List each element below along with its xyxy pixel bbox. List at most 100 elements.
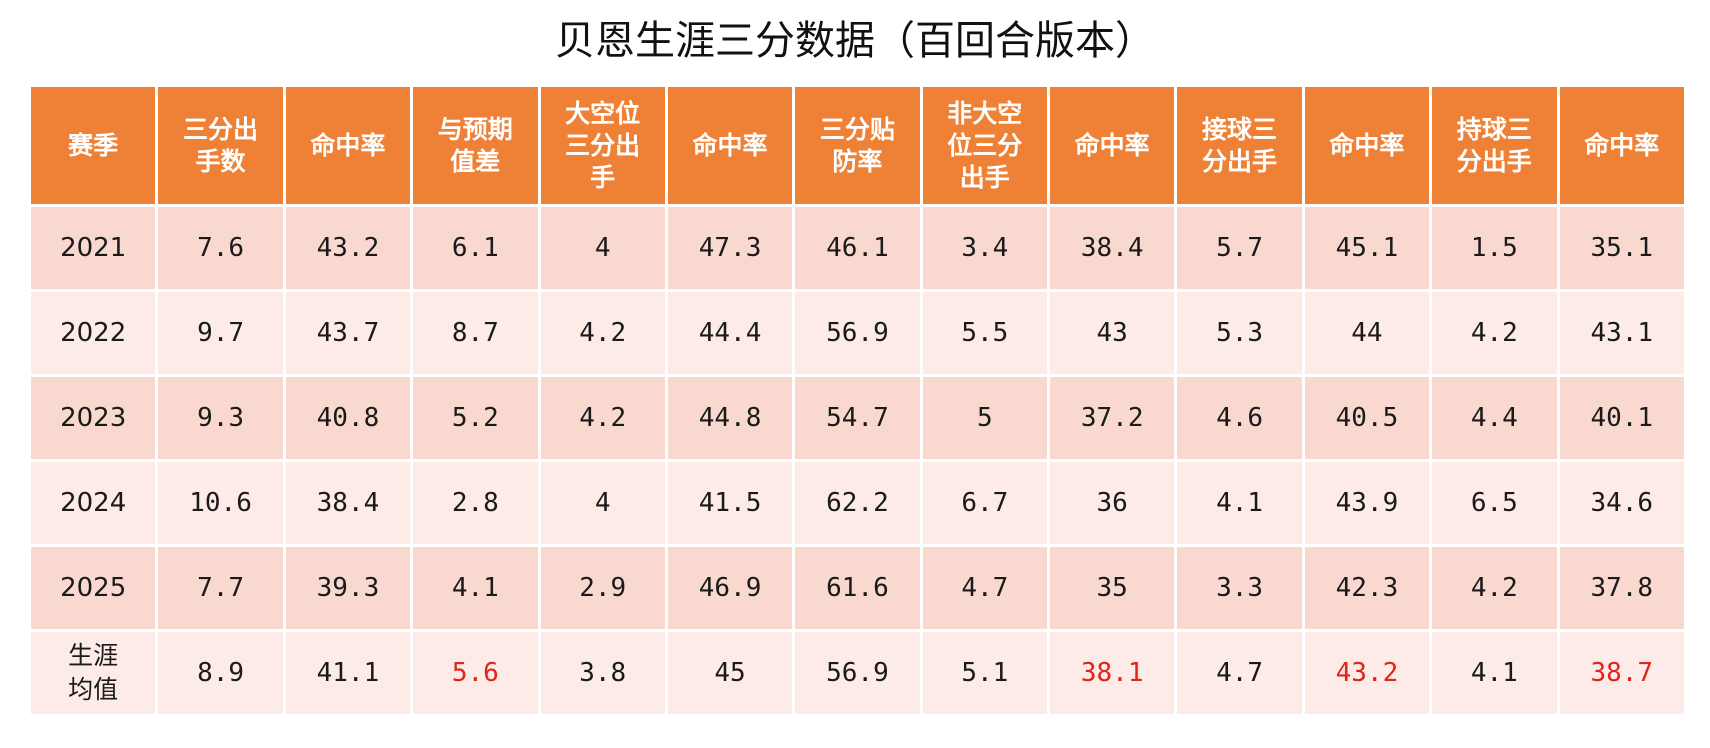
table-cell: 6.7 xyxy=(922,462,1047,544)
table-cell: 4 xyxy=(540,207,665,289)
header-season: 赛季 xyxy=(31,87,156,204)
table-cell: 40.5 xyxy=(1304,377,1430,459)
table-cell: 44.8 xyxy=(667,377,793,459)
table-cell: 43.9 xyxy=(1304,462,1430,544)
table-cell: 56.9 xyxy=(795,632,920,714)
table-cell: 45 xyxy=(667,632,793,714)
table-cell: 34.6 xyxy=(1559,462,1684,544)
table-cell: 46.9 xyxy=(667,547,793,629)
table-cell: 5 xyxy=(922,377,1047,459)
header-non-wide-open-3pa: 非大空 位三分 出手 xyxy=(922,87,1047,204)
table-cell: 42.3 xyxy=(1304,547,1430,629)
table-body: 2021 7.6 43.2 6.1 4 47.3 46.1 3.4 38.4 5… xyxy=(31,207,1684,714)
header-pull-up-pct: 命中率 xyxy=(1559,87,1684,204)
table-cell: 43.2 xyxy=(285,207,411,289)
table-cell: 54.7 xyxy=(795,377,920,459)
table-cell: 5.7 xyxy=(1177,207,1302,289)
table-row: 2022 9.7 43.7 8.7 4.2 44.4 56.9 5.5 43 5… xyxy=(31,292,1684,374)
table-cell: 47.3 xyxy=(667,207,793,289)
table-cell: 4.2 xyxy=(1432,292,1557,374)
table-cell: 4 xyxy=(540,462,665,544)
table-cell: 3.3 xyxy=(1177,547,1302,629)
table-cell: 4.1 xyxy=(413,547,538,629)
highlighted-cell: 38.1 xyxy=(1050,632,1175,714)
table-cell: 4.7 xyxy=(1177,632,1302,714)
table-row: 2023 9.3 40.8 5.2 4.2 44.8 54.7 5 37.2 4… xyxy=(31,377,1684,459)
table-cell: 10.6 xyxy=(158,462,283,544)
table-row: 2024 10.6 38.4 2.8 4 41.5 62.2 6.7 36 4.… xyxy=(31,462,1684,544)
table-cell: 7.7 xyxy=(158,547,283,629)
table-cell: 38.4 xyxy=(285,462,411,544)
season-cell: 2023 xyxy=(31,377,156,459)
header-wide-open-3pa: 大空位 三分出 手 xyxy=(540,87,665,204)
season-cell: 2025 xyxy=(31,547,156,629)
table-cell: 4.1 xyxy=(1177,462,1302,544)
table-cell: 41.1 xyxy=(285,632,411,714)
career-three-point-table: 赛季 三分出 手数 命中率 与预期 值差 大空位 三分出 手 命中率 三分贴 防… xyxy=(28,84,1687,717)
header-non-wide-open-pct: 命中率 xyxy=(1050,87,1175,204)
header-vs-expected: 与预期 值差 xyxy=(413,87,538,204)
table-cell: 7.6 xyxy=(158,207,283,289)
table-cell: 61.6 xyxy=(795,547,920,629)
table-cell: 4.7 xyxy=(922,547,1047,629)
table-cell: 44.4 xyxy=(667,292,793,374)
table-cell: 41.5 xyxy=(667,462,793,544)
table-cell: 4.1 xyxy=(1432,632,1557,714)
table-cell: 4.2 xyxy=(540,377,665,459)
highlighted-cell: 43.2 xyxy=(1304,632,1430,714)
table-cell: 5.1 xyxy=(922,632,1047,714)
table-cell: 4.2 xyxy=(1432,547,1557,629)
table-cell: 44 xyxy=(1304,292,1430,374)
table-cell: 4.4 xyxy=(1432,377,1557,459)
table-cell: 3.4 xyxy=(922,207,1047,289)
table-cell: 4.2 xyxy=(540,292,665,374)
season-cell: 2022 xyxy=(31,292,156,374)
highlighted-cell: 5.6 xyxy=(413,632,538,714)
table-cell: 4.6 xyxy=(1177,377,1302,459)
table-cell: 2.8 xyxy=(413,462,538,544)
table-cell: 43.1 xyxy=(1559,292,1684,374)
table-cell: 3.8 xyxy=(540,632,665,714)
header-pull-up-3pa: 持球三 分出手 xyxy=(1432,87,1557,204)
table-cell: 9.7 xyxy=(158,292,283,374)
table-cell: 46.1 xyxy=(795,207,920,289)
table-cell: 39.3 xyxy=(285,547,411,629)
table-cell: 40.1 xyxy=(1559,377,1684,459)
table-cell: 5.3 xyxy=(1177,292,1302,374)
header-3pa: 三分出 手数 xyxy=(158,87,283,204)
table-cell: 1.5 xyxy=(1432,207,1557,289)
season-cell: 2024 xyxy=(31,462,156,544)
header-3p-pct: 命中率 xyxy=(285,87,411,204)
table-cell: 2.9 xyxy=(540,547,665,629)
table-cell: 35.1 xyxy=(1559,207,1684,289)
table-cell: 36 xyxy=(1050,462,1175,544)
header-row: 赛季 三分出 手数 命中率 与预期 值差 大空位 三分出 手 命中率 三分贴 防… xyxy=(31,87,1684,204)
table-cell: 35 xyxy=(1050,547,1175,629)
table-cell: 6.1 xyxy=(413,207,538,289)
table-cell: 45.1 xyxy=(1304,207,1430,289)
table-row: 2025 7.7 39.3 4.1 2.9 46.9 61.6 4.7 35 3… xyxy=(31,547,1684,629)
season-cell: 2021 xyxy=(31,207,156,289)
table-cell: 8.9 xyxy=(158,632,283,714)
table-cell: 38.4 xyxy=(1050,207,1175,289)
table-cell: 5.5 xyxy=(922,292,1047,374)
table-cell: 37.2 xyxy=(1050,377,1175,459)
table-title: 贝恩生涯三分数据（百回合版本） xyxy=(555,18,1155,64)
header-contested-rate: 三分贴 防率 xyxy=(795,87,920,204)
table-cell: 62.2 xyxy=(795,462,920,544)
table-cell: 9.3 xyxy=(158,377,283,459)
table-cell: 56.9 xyxy=(795,292,920,374)
table-cell: 40.8 xyxy=(285,377,411,459)
table-row: 2021 7.6 43.2 6.1 4 47.3 46.1 3.4 38.4 5… xyxy=(31,207,1684,289)
header-catch-shoot-pct: 命中率 xyxy=(1304,87,1430,204)
career-average-label: 生涯 均值 xyxy=(31,632,156,714)
table-cell: 43.7 xyxy=(285,292,411,374)
table-cell: 5.2 xyxy=(413,377,538,459)
career-average-row: 生涯 均值 8.9 41.1 5.6 3.8 45 56.9 5.1 38.1 … xyxy=(31,632,1684,714)
table-cell: 43 xyxy=(1050,292,1175,374)
highlighted-cell: 38.7 xyxy=(1559,632,1684,714)
table-cell: 6.5 xyxy=(1432,462,1557,544)
header-wide-open-pct: 命中率 xyxy=(667,87,793,204)
header-catch-shoot-3pa: 接球三 分出手 xyxy=(1177,87,1302,204)
table-cell: 8.7 xyxy=(413,292,538,374)
